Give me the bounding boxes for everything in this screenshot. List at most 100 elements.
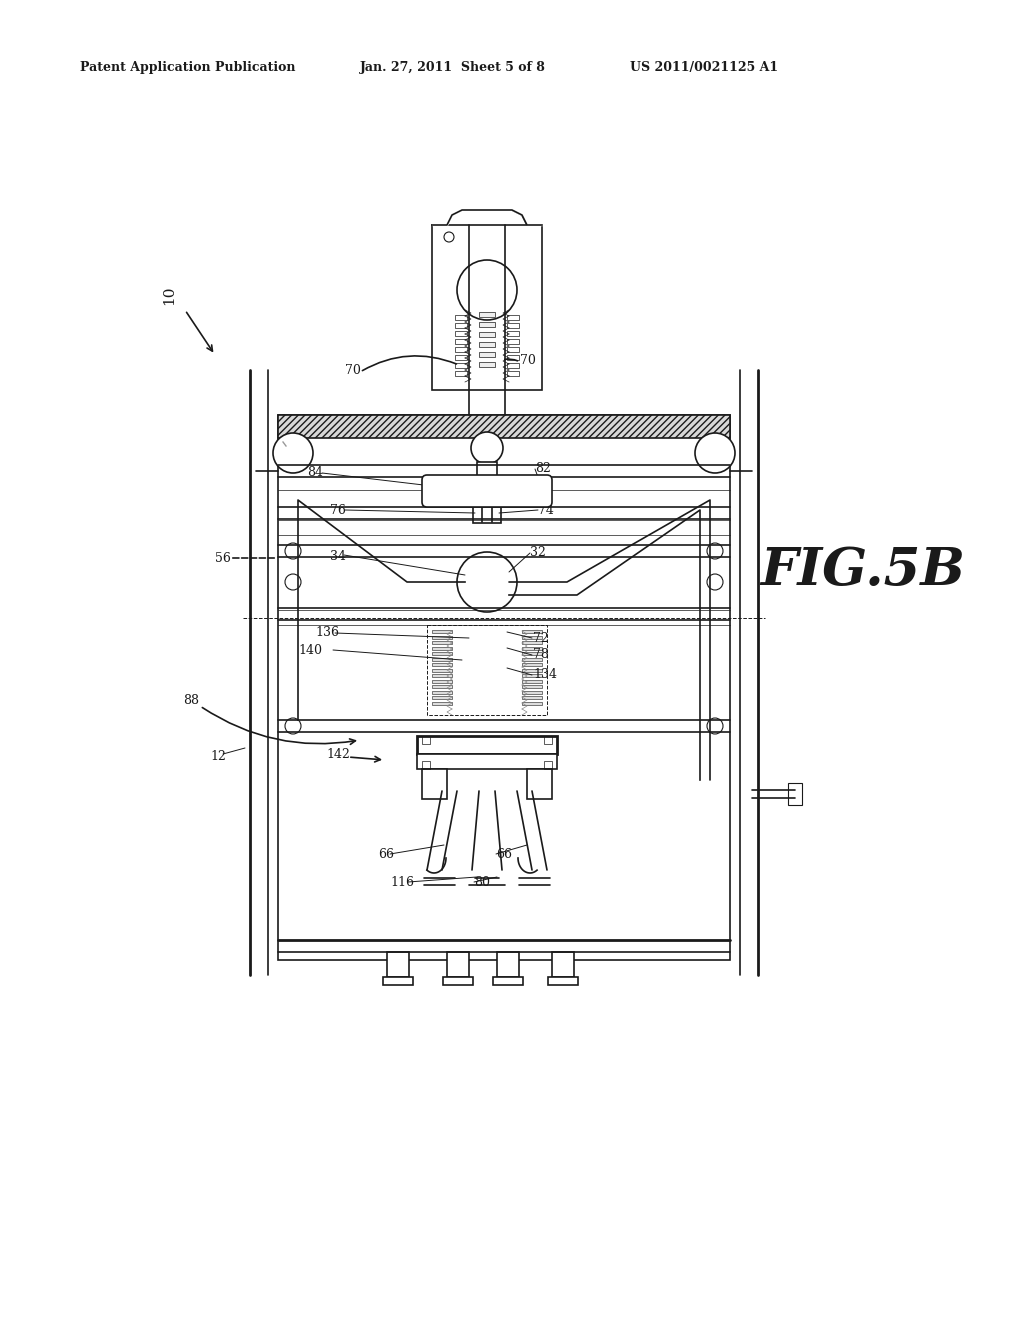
Text: 66: 66 xyxy=(496,849,512,862)
Bar xyxy=(479,333,495,337)
Bar xyxy=(455,363,467,368)
Circle shape xyxy=(707,574,723,590)
Bar xyxy=(417,737,557,754)
Bar xyxy=(383,977,413,985)
Bar xyxy=(479,322,495,327)
Text: 70: 70 xyxy=(345,363,360,376)
Circle shape xyxy=(444,232,454,242)
Bar xyxy=(522,652,542,655)
Bar xyxy=(507,331,519,337)
Bar xyxy=(479,352,495,356)
Bar xyxy=(522,630,542,634)
Circle shape xyxy=(273,433,313,473)
Bar xyxy=(522,675,542,677)
Bar xyxy=(527,770,552,799)
Bar xyxy=(432,635,452,639)
Text: 134: 134 xyxy=(534,668,557,681)
Bar xyxy=(507,339,519,345)
Bar xyxy=(422,770,447,799)
Text: 76: 76 xyxy=(330,503,346,516)
Bar xyxy=(432,696,452,700)
Text: Patent Application Publication: Patent Application Publication xyxy=(80,62,296,74)
Bar xyxy=(447,952,469,977)
Bar xyxy=(507,347,519,352)
Bar xyxy=(497,952,519,977)
Text: 56: 56 xyxy=(215,552,230,565)
Bar xyxy=(432,647,452,649)
Bar xyxy=(507,315,519,319)
Bar xyxy=(278,414,730,438)
Text: 12: 12 xyxy=(210,751,226,763)
Bar xyxy=(432,657,452,660)
Bar xyxy=(522,701,542,705)
Bar xyxy=(443,977,473,985)
Bar xyxy=(507,355,519,360)
Bar xyxy=(432,685,452,688)
Bar xyxy=(278,414,730,960)
Bar xyxy=(432,690,452,693)
Bar xyxy=(432,663,452,667)
Bar xyxy=(455,323,467,327)
Bar xyxy=(522,635,542,639)
Bar xyxy=(522,668,542,672)
Circle shape xyxy=(707,718,723,734)
Bar xyxy=(473,495,501,523)
Bar xyxy=(455,331,467,337)
Text: 142: 142 xyxy=(326,748,350,762)
Text: US 2011/0021125 A1: US 2011/0021125 A1 xyxy=(630,62,778,74)
Bar xyxy=(522,657,542,660)
Bar xyxy=(455,355,467,360)
Bar xyxy=(432,680,452,682)
Circle shape xyxy=(285,543,301,558)
FancyBboxPatch shape xyxy=(422,475,552,507)
Bar xyxy=(455,315,467,319)
Bar xyxy=(522,690,542,693)
Bar xyxy=(432,652,452,655)
Bar xyxy=(432,701,452,705)
Bar xyxy=(432,642,452,644)
Circle shape xyxy=(285,574,301,590)
Bar xyxy=(493,977,523,985)
Bar xyxy=(387,952,409,977)
Bar xyxy=(479,312,495,317)
Text: 66: 66 xyxy=(378,849,394,862)
Text: 80: 80 xyxy=(474,876,490,890)
Bar xyxy=(432,675,452,677)
Bar xyxy=(432,224,542,389)
Bar xyxy=(422,762,430,770)
Bar xyxy=(422,737,430,744)
Circle shape xyxy=(457,260,517,319)
Bar xyxy=(522,680,542,682)
Bar xyxy=(544,737,552,744)
Bar xyxy=(455,339,467,345)
Bar xyxy=(507,363,519,368)
Bar xyxy=(522,647,542,649)
Text: 82: 82 xyxy=(535,462,551,475)
Bar xyxy=(417,754,557,770)
Bar xyxy=(507,323,519,327)
Bar xyxy=(552,952,574,977)
Bar xyxy=(548,977,578,985)
Bar xyxy=(427,624,547,715)
Bar xyxy=(455,371,467,376)
Text: 136: 136 xyxy=(315,627,339,639)
Text: 10: 10 xyxy=(162,285,176,305)
Text: 34: 34 xyxy=(330,549,346,562)
Text: 116: 116 xyxy=(390,876,414,890)
Circle shape xyxy=(457,552,517,612)
Text: 78: 78 xyxy=(534,648,549,661)
Bar xyxy=(522,696,542,700)
Circle shape xyxy=(695,433,735,473)
Text: 140: 140 xyxy=(298,644,322,656)
Circle shape xyxy=(707,543,723,558)
Text: 70: 70 xyxy=(520,354,536,367)
Text: 72: 72 xyxy=(534,631,549,644)
Text: FIG.5B: FIG.5B xyxy=(760,544,965,595)
Text: Jan. 27, 2011  Sheet 5 of 8: Jan. 27, 2011 Sheet 5 of 8 xyxy=(360,62,546,74)
Bar xyxy=(522,685,542,688)
Bar xyxy=(522,642,542,644)
Bar xyxy=(788,783,802,805)
Text: 74: 74 xyxy=(538,503,554,516)
Text: 84: 84 xyxy=(307,466,323,479)
Bar xyxy=(544,762,552,770)
